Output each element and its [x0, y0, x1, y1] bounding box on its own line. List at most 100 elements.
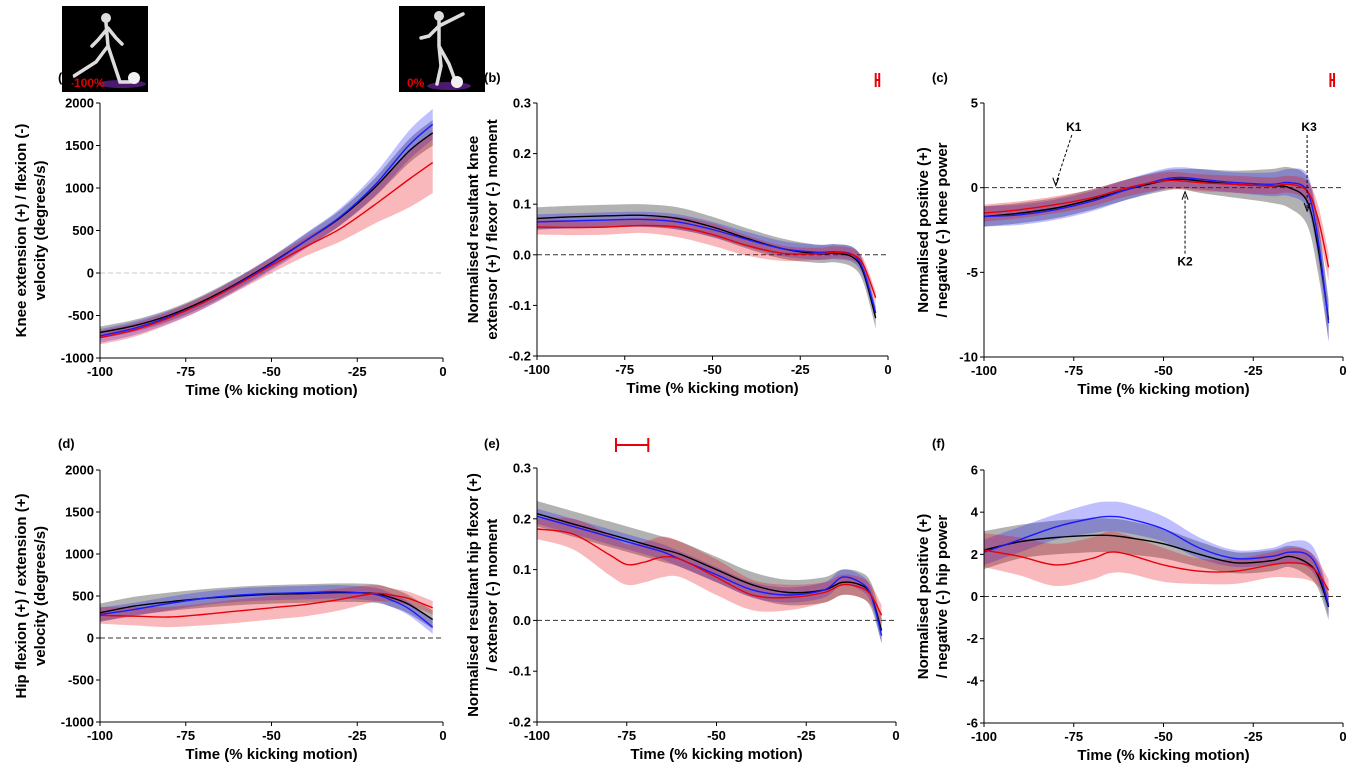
y-axis-label: / extensor (-) moment — [484, 519, 501, 672]
chart-panel: (e) -0.2 -0.1 0.0 0.1 0.2 0.3 -100 -75 -50 -25 0 Tim… — [465, 436, 900, 763]
x-tick-label: -100 — [87, 364, 113, 379]
y-tick-label: 0.1 — [513, 562, 531, 577]
y-tick-label: -0.1 — [509, 298, 531, 313]
x-tick-label: -25 — [797, 728, 816, 743]
x-tick-label: -50 — [262, 728, 281, 743]
chart-panel: (b) -0.2 -0.1 0.0 0.1 0.2 0.3 -100 -75 -50 -25 0 Tim… — [465, 70, 892, 397]
x-tick-label: 0 — [892, 728, 899, 743]
panel-label: (a) — [58, 70, 74, 85]
y-axis-label: velocity (degrees/s) — [32, 160, 49, 300]
y-tick-label: 1500 — [65, 505, 94, 520]
mean-line-blue — [983, 515, 1330, 606]
x-tick-label: -50 — [703, 362, 722, 377]
y-tick-label: 0 — [87, 266, 94, 281]
x-tick-label: 0 — [439, 364, 446, 379]
panel-label: (d) — [58, 436, 75, 451]
sd-band-red — [100, 131, 433, 345]
y-tick-label: -4 — [966, 673, 978, 688]
y-tick-label: 0 — [971, 180, 978, 195]
x-tick-label: -100 — [971, 363, 997, 378]
x-axis-label: Time (% kicking motion) — [626, 380, 798, 397]
mean-line-black — [99, 132, 434, 334]
y-axis-label: Normalised positive (+) — [915, 514, 932, 679]
y-tick-label: 0.3 — [513, 461, 531, 476]
sd-band-red — [984, 531, 1329, 601]
y-tick-label: 5 — [971, 96, 978, 111]
y-tick-label: -500 — [68, 308, 94, 323]
sd-band-red — [537, 216, 876, 304]
x-tick-label: -25 — [348, 364, 367, 379]
y-tick-label: 0.2 — [513, 146, 531, 161]
y-tick-label: 0.3 — [513, 96, 531, 111]
y-tick-label: -0.2 — [509, 349, 531, 364]
y-tick-label: -10 — [959, 350, 978, 365]
x-tick-label: -25 — [1244, 729, 1263, 744]
y-tick-label: 0.0 — [513, 613, 531, 628]
thumbnail-label: -100% — [70, 76, 105, 90]
y-tick-label: -1000 — [61, 715, 94, 730]
significance-bar — [1329, 73, 1336, 87]
mean-line-red — [99, 592, 433, 618]
mean-line-red — [983, 179, 1330, 268]
skeleton-thumbnail-contact: 0% — [399, 6, 485, 92]
panel-label: (f) — [932, 436, 945, 451]
x-axis-label: Time (% kicking motion) — [1077, 381, 1249, 398]
x-tick-label: -25 — [1244, 363, 1263, 378]
x-tick-label: -100 — [524, 362, 550, 377]
sd-band-blue — [984, 501, 1329, 616]
y-axis-label: extensor (+) / flexor (-) moment — [484, 119, 501, 339]
y-tick-label: 0 — [87, 631, 94, 646]
mean-line-black — [536, 513, 883, 631]
panel-label: (e) — [484, 436, 500, 451]
x-tick-label: -50 — [1154, 363, 1173, 378]
x-tick-label: -75 — [176, 364, 195, 379]
y-tick-label: 0 — [971, 589, 978, 604]
sd-band-black — [984, 518, 1329, 620]
mean-line-red — [983, 549, 1330, 591]
y-tick-label: 500 — [72, 589, 94, 604]
y-tick-label: 1000 — [65, 181, 94, 196]
y-tick-label: 0.1 — [513, 197, 531, 212]
sd-band-black — [100, 583, 433, 629]
chart-panel: (f) -6 -4 -2 0 2 4 6 -100 -75 -50 -25 0 Time (% kicki… — [915, 436, 1347, 764]
panel-label: (b) — [484, 70, 501, 85]
y-tick-label: -0.1 — [509, 664, 531, 679]
x-tick-label: 0 — [1339, 729, 1346, 744]
annotation-label: K1 — [1066, 120, 1082, 134]
x-tick-label: -100 — [971, 729, 997, 744]
x-tick-label: -100 — [524, 728, 550, 743]
annotation-label: K2 — [1177, 255, 1193, 269]
y-axis-label: Hip flexion (+) / extension (+) — [13, 493, 30, 698]
y-tick-label: -500 — [68, 673, 94, 688]
mean-line-blue — [536, 515, 883, 636]
mean-line-black — [983, 534, 1330, 608]
y-tick-label: 2000 — [65, 96, 94, 111]
panel-label: (c) — [932, 70, 948, 85]
y-tick-label: -5 — [966, 265, 978, 280]
y-axis-label: / negative (-) hip power — [934, 515, 951, 679]
skeleton-kicking-icon — [419, 11, 471, 90]
mean-line-blue — [99, 591, 434, 628]
y-tick-label: 6 — [971, 463, 978, 478]
y-tick-label: -6 — [966, 716, 978, 731]
y-axis-label: Normalised positive (+) — [915, 147, 932, 312]
x-tick-label: 0 — [439, 728, 446, 743]
mean-line-black — [536, 214, 877, 319]
significance-bar — [874, 73, 881, 87]
x-tick-label: -50 — [262, 364, 281, 379]
significance-bar — [614, 438, 650, 452]
x-tick-label: -50 — [707, 728, 726, 743]
y-tick-label: 0.2 — [513, 511, 531, 526]
x-tick-label: 0 — [884, 362, 891, 377]
annotation-arrowhead — [1303, 202, 1311, 213]
chart-panel: (d) -1000 -500 0 500 1000 1500 2000 -100 -75 -50 -2… — [13, 436, 447, 763]
x-axis-label: Time (% kicking motion) — [1077, 747, 1249, 764]
mean-line-red — [99, 161, 434, 339]
mean-line-black — [99, 591, 434, 621]
x-tick-label: 0 — [1339, 363, 1346, 378]
annotation-label: K3 — [1301, 120, 1317, 134]
y-tick-label: -2 — [966, 631, 978, 646]
annotation-arrow — [1055, 134, 1073, 184]
thumbnail-label: 0% — [407, 76, 425, 90]
